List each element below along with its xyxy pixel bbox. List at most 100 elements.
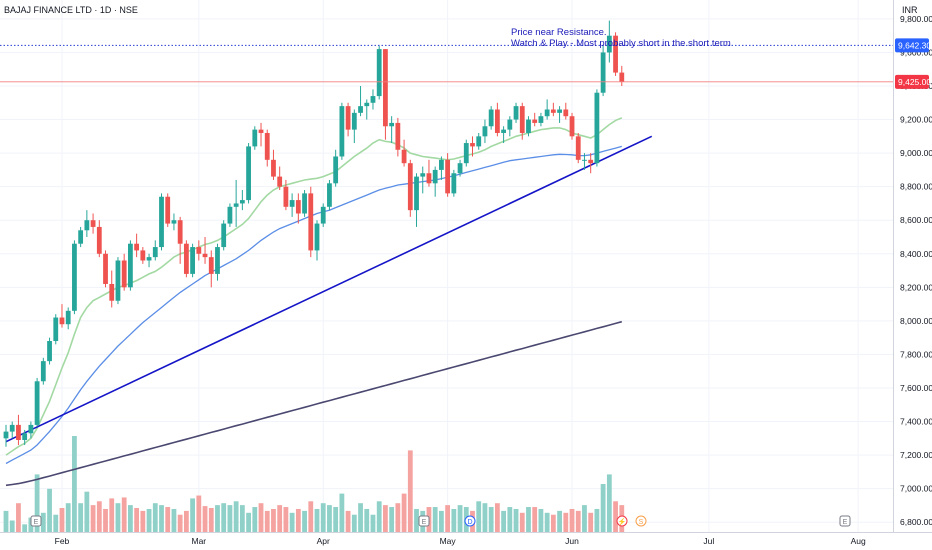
candle: [65, 307, 71, 330]
candle-body: [146, 257, 152, 261]
candle: [426, 159, 432, 187]
volume-bar: [202, 506, 208, 532]
candle-body: [246, 146, 251, 201]
volume-bar: [171, 508, 177, 532]
candle-body: [208, 257, 214, 274]
candle-body: [420, 173, 426, 177]
candle: [264, 129, 270, 167]
candle-body: [370, 96, 376, 103]
volume-bar: [582, 505, 587, 532]
candle: [3, 424, 9, 447]
volume-bar: [47, 488, 52, 532]
volume-bar: [308, 501, 314, 532]
event-marker-label: S: [639, 519, 644, 526]
volume-bar: [109, 498, 115, 532]
candle-body: [588, 159, 594, 164]
volume-bar: [16, 503, 21, 532]
candle-body: [569, 116, 575, 137]
volume-bar: [152, 503, 158, 532]
candle: [445, 153, 451, 197]
candle-body: [476, 136, 482, 147]
candle: [53, 314, 59, 345]
volume-bar: [482, 503, 488, 532]
volume-bar: [59, 508, 65, 532]
candle: [295, 193, 301, 224]
sma20-line: [5, 117, 623, 456]
candle-body: [258, 129, 264, 133]
candle: [221, 220, 227, 251]
volume-bar: [289, 512, 295, 532]
candle-body: [152, 247, 158, 258]
last-price-tag-text: 9,425.00: [898, 77, 931, 87]
volume-bar: [538, 508, 544, 532]
candle-body: [3, 431, 9, 439]
event-split-icon: S: [635, 515, 647, 527]
volume-bar: [550, 514, 556, 532]
candle: [96, 220, 102, 258]
time-axis[interactable]: Feb Mar Apr May Jun Jul Aug: [55, 536, 866, 546]
candle-body: [339, 106, 345, 157]
volume-bar: [9, 520, 15, 532]
candle: [115, 257, 121, 305]
candle-body: [53, 317, 59, 342]
volume-bar: [239, 505, 245, 532]
candle-body: [233, 203, 239, 207]
candle-body: [333, 156, 339, 184]
candle-body: [575, 136, 581, 160]
candle: [345, 102, 351, 137]
candle: [351, 109, 357, 144]
candle: [606, 20, 612, 63]
candle: [283, 179, 289, 211]
candle-body: [600, 52, 606, 93]
candle: [289, 193, 295, 217]
candle-body: [395, 122, 401, 150]
volume-bar: [40, 512, 46, 532]
candle-body: [302, 193, 307, 214]
candle: [358, 86, 363, 117]
candle: [215, 243, 220, 281]
candle: [401, 139, 407, 167]
volume-bar: [501, 510, 506, 532]
volume-bar: [196, 495, 202, 532]
volume-bar: [134, 508, 140, 532]
volume-bar: [376, 501, 382, 532]
candle: [588, 153, 594, 174]
last-price-tag: 9,425.00: [895, 74, 931, 89]
time-tick-label: Aug: [851, 536, 866, 546]
event-marker-label: E: [422, 519, 427, 526]
candle: [600, 45, 606, 97]
event-marker-label: E: [34, 519, 39, 526]
candle-body: [594, 92, 600, 164]
candle: [196, 240, 202, 261]
candle-body: [202, 253, 208, 258]
volume-bar: [159, 505, 164, 532]
volume-bar: [190, 498, 195, 532]
candle-body: [364, 102, 370, 107]
price-tick-label: 7,800.00: [900, 349, 932, 359]
price-axis[interactable]: 9,800.009,600.009,400.009,200.009,000.00…: [895, 14, 932, 527]
candle: [239, 190, 245, 211]
volume-bar: [389, 507, 395, 532]
candle-body: [563, 109, 569, 117]
candle-body: [72, 243, 77, 311]
candle-body: [314, 223, 320, 251]
volume-bar: [414, 508, 419, 532]
candle-body: [59, 317, 65, 325]
candle-body: [289, 200, 295, 207]
candles: [3, 20, 625, 447]
price-tick-label: 7,400.00: [900, 417, 932, 427]
price-tick-label: 9,000.00: [900, 148, 932, 158]
annotation-line-1: Price near Resistance.: [511, 27, 607, 38]
candle-body: [96, 226, 102, 254]
volume-bar: [221, 503, 227, 532]
event-marker-label: D: [467, 519, 472, 526]
candle-body: [401, 149, 407, 164]
symbol-title[interactable]: BAJAJ FINANCE LTD · 1D · NSE: [4, 5, 138, 15]
candle-body: [439, 159, 444, 170]
volume-bar: [140, 510, 146, 532]
volume-bar: [407, 450, 413, 532]
candle: [177, 216, 183, 264]
volume-bar: [476, 501, 482, 532]
candle-body: [277, 176, 283, 187]
